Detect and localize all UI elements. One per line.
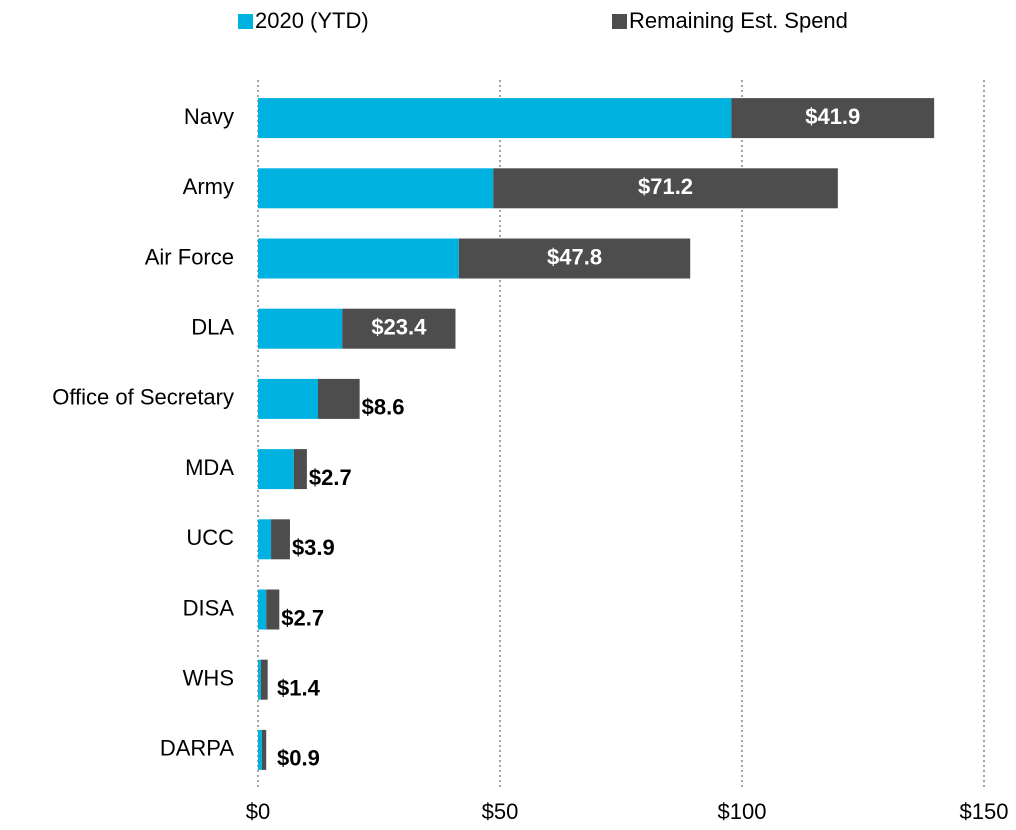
bar	[318, 378, 360, 419]
legend-swatch	[238, 14, 253, 29]
bar	[258, 519, 272, 560]
bar	[258, 308, 343, 349]
bar	[258, 168, 494, 209]
data-label: $41.9	[805, 104, 860, 129]
data-label: $2.7	[309, 465, 352, 490]
y-tick-label: DLA	[191, 315, 234, 340]
data-label: $1.4	[277, 676, 321, 701]
bar	[342, 308, 456, 349]
bar	[258, 98, 732, 139]
bar	[266, 589, 280, 630]
bar	[258, 589, 267, 630]
y-tick-label: Air Force	[145, 244, 234, 269]
bar	[271, 519, 290, 560]
y-tick-label: MDA	[185, 455, 234, 480]
bar	[260, 659, 268, 700]
x-tick-label: $100	[718, 799, 767, 824]
bar	[258, 659, 261, 700]
bar	[731, 98, 935, 139]
x-tick-label: $150	[960, 799, 1009, 824]
y-tick-label: Army	[183, 174, 234, 199]
y-tick-label: DARPA	[160, 736, 234, 761]
bar	[458, 238, 691, 279]
y-tick-label: UCC	[186, 525, 234, 550]
data-label: $8.6	[362, 395, 405, 420]
y-tick-label: Navy	[184, 104, 234, 129]
bar	[493, 168, 838, 209]
y-tick-label: DISA	[183, 595, 235, 620]
bar	[293, 449, 307, 490]
legend-label: 2020 (YTD)	[255, 8, 369, 33]
bar	[258, 449, 294, 490]
data-label: $47.8	[547, 244, 602, 269]
data-label: $23.4	[371, 315, 427, 340]
bar	[258, 729, 262, 770]
data-label: $3.9	[292, 535, 335, 560]
bar	[261, 729, 267, 770]
bar	[258, 238, 459, 279]
y-tick-label: WHS	[183, 666, 234, 691]
legend-swatch	[612, 14, 627, 29]
data-label: $71.2	[638, 174, 693, 199]
x-tick-label: $0	[246, 799, 270, 824]
data-label: $0.9	[277, 746, 320, 771]
data-label: $2.7	[281, 605, 324, 630]
y-tick-label: Office of Secretary	[52, 385, 234, 410]
x-tick-label: $50	[482, 799, 519, 824]
bar	[258, 378, 319, 419]
legend-label: Remaining Est. Spend	[629, 8, 848, 33]
